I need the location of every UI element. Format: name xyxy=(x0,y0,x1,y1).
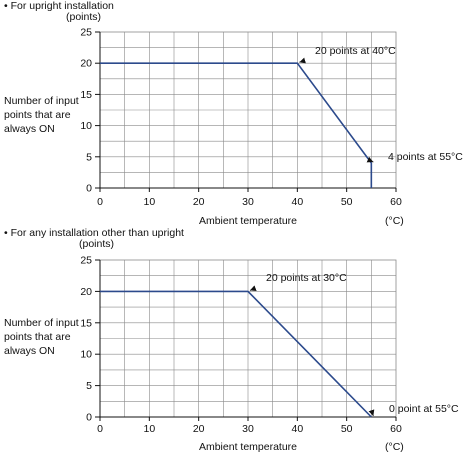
chart-title: • For upright installation xyxy=(4,0,114,12)
x-tick-label: 0 xyxy=(97,423,103,435)
x-axis-label: Ambient temperature xyxy=(199,441,297,453)
y-axis-label-line: Number of input xyxy=(4,95,79,107)
y-tick-label: 15 xyxy=(80,317,92,329)
y-unit-label: (points) xyxy=(66,11,101,23)
x-tick-label: 10 xyxy=(143,423,155,435)
x-unit-label: (°C) xyxy=(385,215,404,227)
annotation-label: 20 points at 30°C xyxy=(266,272,347,284)
x-tick-label: 40 xyxy=(291,196,303,208)
chart-1: • For upright installation(points) Number… xyxy=(4,0,463,227)
y-tick-label: 5 xyxy=(86,380,92,392)
chart-2: • For any installation other than uprigh… xyxy=(4,227,459,453)
series-line xyxy=(100,62,373,188)
y-axis-label-line: points that are xyxy=(4,109,71,121)
x-unit-label: (°C) xyxy=(385,441,404,453)
x-tick-label: 60 xyxy=(390,423,402,435)
x-tick-label: 50 xyxy=(341,423,353,435)
annotation-label: 20 points at 40°C xyxy=(315,45,396,57)
series-line xyxy=(100,290,372,418)
y-tick-label: 10 xyxy=(80,120,92,132)
y-tick-label: 20 xyxy=(80,286,92,298)
x-tick-label: 30 xyxy=(242,196,254,208)
x-tick-label: 0 xyxy=(97,196,103,208)
x-tick-label: 40 xyxy=(291,423,303,435)
x-tick-label: 20 xyxy=(193,196,205,208)
y-tick-label: 0 xyxy=(86,183,92,195)
y-tick-label: 25 xyxy=(80,255,92,267)
y-unit-label: (points) xyxy=(79,238,114,250)
y-axis-label-line: points that are xyxy=(4,331,71,343)
y-axis-label-line: always ON xyxy=(4,345,55,357)
x-axis-label: Ambient temperature xyxy=(199,215,297,227)
annotation-label: 4 points at 55°C xyxy=(388,151,463,163)
annotation-label: 0 point at 55°C xyxy=(389,403,459,415)
annotation-arrow xyxy=(366,156,374,163)
y-tick-label: 25 xyxy=(80,27,92,39)
y-axis-label-line: Number of input xyxy=(4,317,79,329)
x-tick-label: 30 xyxy=(242,423,254,435)
x-tick-label: 50 xyxy=(341,196,353,208)
y-tick-label: 15 xyxy=(80,89,92,101)
y-tick-label: 20 xyxy=(80,58,92,70)
x-tick-label: 10 xyxy=(143,196,155,208)
y-tick-label: 5 xyxy=(86,151,92,163)
x-tick-label: 60 xyxy=(390,196,402,208)
x-tick-label: 20 xyxy=(193,423,205,435)
y-axis-label-line: always ON xyxy=(4,123,55,135)
y-tick-label: 10 xyxy=(80,349,92,361)
chart-title: • For any installation other than uprigh… xyxy=(4,227,184,239)
y-tick-label: 0 xyxy=(86,412,92,424)
